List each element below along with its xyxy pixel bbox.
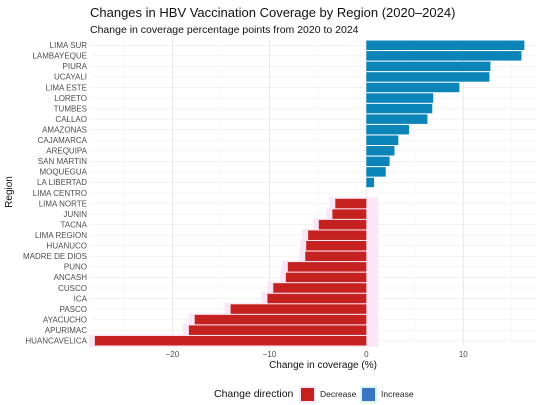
bar (308, 230, 367, 240)
legend-label-increase: Increase (381, 389, 414, 399)
category-label: TUMBES (54, 104, 87, 113)
bar (335, 198, 367, 209)
category-label: APURIMAC (45, 326, 87, 335)
category-label: LIMA ESTE (46, 83, 87, 92)
category-label: HUANCAVELICA (25, 337, 87, 346)
category-label: LIMA SUR (50, 41, 88, 50)
x-tick-label: 0 (364, 350, 369, 359)
category-label: ICA (74, 294, 88, 303)
category-label: JUNIN (63, 210, 87, 219)
x-tick-labels: −20 −10 0 10 (166, 350, 469, 359)
category-label: MOQUEGUA (39, 168, 87, 177)
legend-title: Change direction (214, 388, 294, 400)
bar (273, 283, 367, 293)
category-label: SAN MARTIN (38, 157, 87, 166)
x-tick-label: −10 (263, 350, 277, 359)
legend-key-increase (362, 388, 375, 401)
bar (366, 61, 491, 72)
category-label: ANCASH (54, 273, 88, 282)
bar (366, 135, 399, 145)
bar (318, 219, 367, 230)
y-axis-label: Region (4, 176, 15, 208)
category-label: LIMA NORTE (39, 199, 87, 208)
bar (305, 251, 367, 262)
legend: Change direction Decrease Increase (214, 386, 414, 403)
legend-label-decrease: Decrease (320, 389, 357, 399)
category-label: AMAZONAS (42, 125, 87, 134)
category-label: CUSCO (58, 284, 87, 293)
bar (267, 293, 367, 304)
bar (366, 124, 409, 135)
bars (94, 40, 525, 346)
bar-halos (88, 197, 379, 347)
x-tick-label: 10 (459, 350, 468, 359)
chart-title: Changes in HBV Vaccination Coverage by R… (90, 5, 455, 20)
bar (366, 82, 460, 93)
bar (230, 304, 367, 314)
category-label: AREQUIPA (46, 147, 87, 156)
bar (366, 93, 434, 103)
category-label: TACNA (60, 220, 87, 229)
bar (332, 209, 367, 219)
category-label: LAMBAYEQUE (32, 52, 87, 61)
category-label: LIMA REGION (35, 231, 87, 240)
bar (287, 262, 367, 272)
legend-key-decrease (301, 388, 314, 401)
bar (366, 40, 525, 51)
category-label: PASCO (60, 305, 87, 314)
bar (366, 114, 428, 124)
x-tick-label: −20 (166, 350, 180, 359)
bar (94, 335, 367, 346)
bar (188, 325, 367, 335)
bar (194, 314, 367, 325)
bar (366, 177, 375, 188)
category-label: UCAYALI (54, 73, 87, 82)
bar (366, 156, 390, 167)
chart-subtitle: Change in coverage percentage points fro… (90, 24, 359, 36)
x-axis-label: Change in coverage (%) (269, 360, 377, 371)
category-label: LA LIBERTAD (37, 178, 87, 187)
category-label: CAJAMARCA (38, 136, 88, 145)
category-label: AYACUCHO (43, 315, 87, 324)
category-label: HUANUCO (47, 242, 87, 251)
bar (366, 167, 386, 177)
category-label: PUNO (64, 263, 87, 272)
bar (366, 72, 490, 82)
bar (306, 241, 367, 251)
bar (366, 146, 395, 156)
category-label: PIURA (63, 62, 88, 71)
category-label: CALLAO (55, 115, 87, 124)
bar (285, 272, 367, 283)
bar (366, 103, 433, 114)
category-label: LORETO (54, 94, 87, 103)
bar (366, 51, 522, 61)
category-label: LIMA CENTRO (33, 189, 87, 198)
category-label: MADRE DE DIOS (23, 252, 87, 261)
